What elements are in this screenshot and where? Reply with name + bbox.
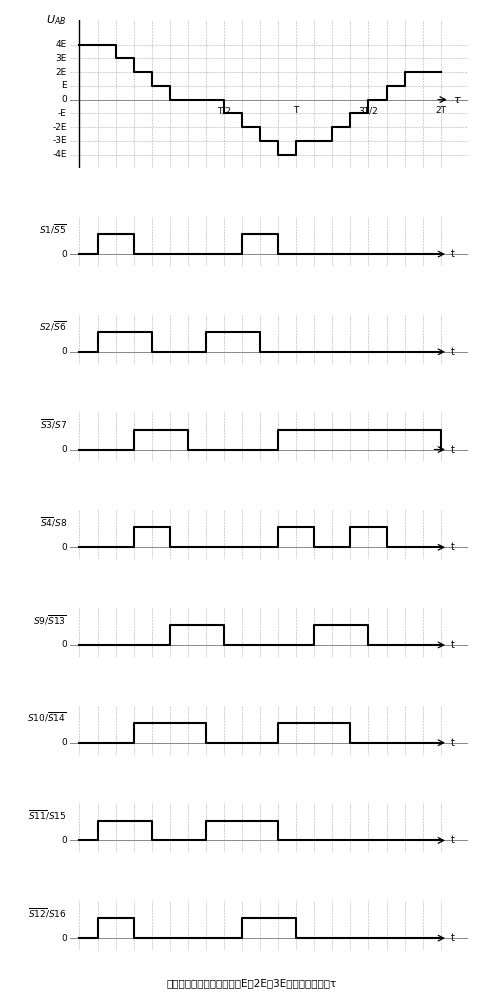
Text: $\overline{S11}/S15$: $\overline{S11}/S15$ <box>28 809 67 822</box>
Text: $S9/\overline{S13}$: $S9/\overline{S13}$ <box>33 613 67 627</box>
Text: -E: -E <box>58 109 67 118</box>
Text: $\tau$: $\tau$ <box>453 95 462 105</box>
Text: 0: 0 <box>61 95 67 104</box>
Text: T/2: T/2 <box>217 106 231 115</box>
Text: 3E: 3E <box>55 54 67 63</box>
Text: 2E: 2E <box>55 68 67 77</box>
Text: -2E: -2E <box>52 123 67 132</box>
Text: 注：电压上升沿与下降沿中E、2E、3E时间相同，均为τ: 注：电压上升沿与下降沿中E、2E、3E时间相同，均为τ <box>166 978 337 988</box>
Text: t: t <box>451 249 455 259</box>
Text: $S2/\overline{S6}$: $S2/\overline{S6}$ <box>39 320 67 333</box>
Text: 0: 0 <box>61 640 67 649</box>
Text: $S1/\overline{S5}$: $S1/\overline{S5}$ <box>39 222 67 236</box>
Text: $S10/\overline{S14}$: $S10/\overline{S14}$ <box>28 711 67 724</box>
Text: t: t <box>451 347 455 357</box>
Text: T: T <box>294 106 299 115</box>
Text: -4E: -4E <box>52 150 67 159</box>
Text: t: t <box>451 445 455 455</box>
Text: $\overline{S4}/S8$: $\overline{S4}/S8$ <box>40 516 67 529</box>
Text: 4E: 4E <box>55 40 67 49</box>
Text: $\overline{S3}/S7$: $\overline{S3}/S7$ <box>40 418 67 431</box>
Text: 0: 0 <box>61 347 67 356</box>
Text: t: t <box>451 933 455 943</box>
Text: t: t <box>451 738 455 748</box>
Text: 0: 0 <box>61 738 67 747</box>
Text: t: t <box>451 835 455 845</box>
Text: 0: 0 <box>61 543 67 552</box>
Text: 0: 0 <box>61 250 67 259</box>
Text: 0: 0 <box>61 445 67 454</box>
Text: 3T/2: 3T/2 <box>359 106 378 115</box>
Text: 0: 0 <box>61 934 67 943</box>
Text: t: t <box>451 640 455 650</box>
Text: $U_{AB}$: $U_{AB}$ <box>46 13 67 27</box>
Text: t: t <box>451 542 455 552</box>
Text: 0: 0 <box>61 836 67 845</box>
Text: E: E <box>61 81 67 90</box>
Text: $\overline{S12}/S16$: $\overline{S12}/S16$ <box>28 907 67 920</box>
Text: -3E: -3E <box>52 136 67 145</box>
Text: 2T: 2T <box>435 106 446 115</box>
